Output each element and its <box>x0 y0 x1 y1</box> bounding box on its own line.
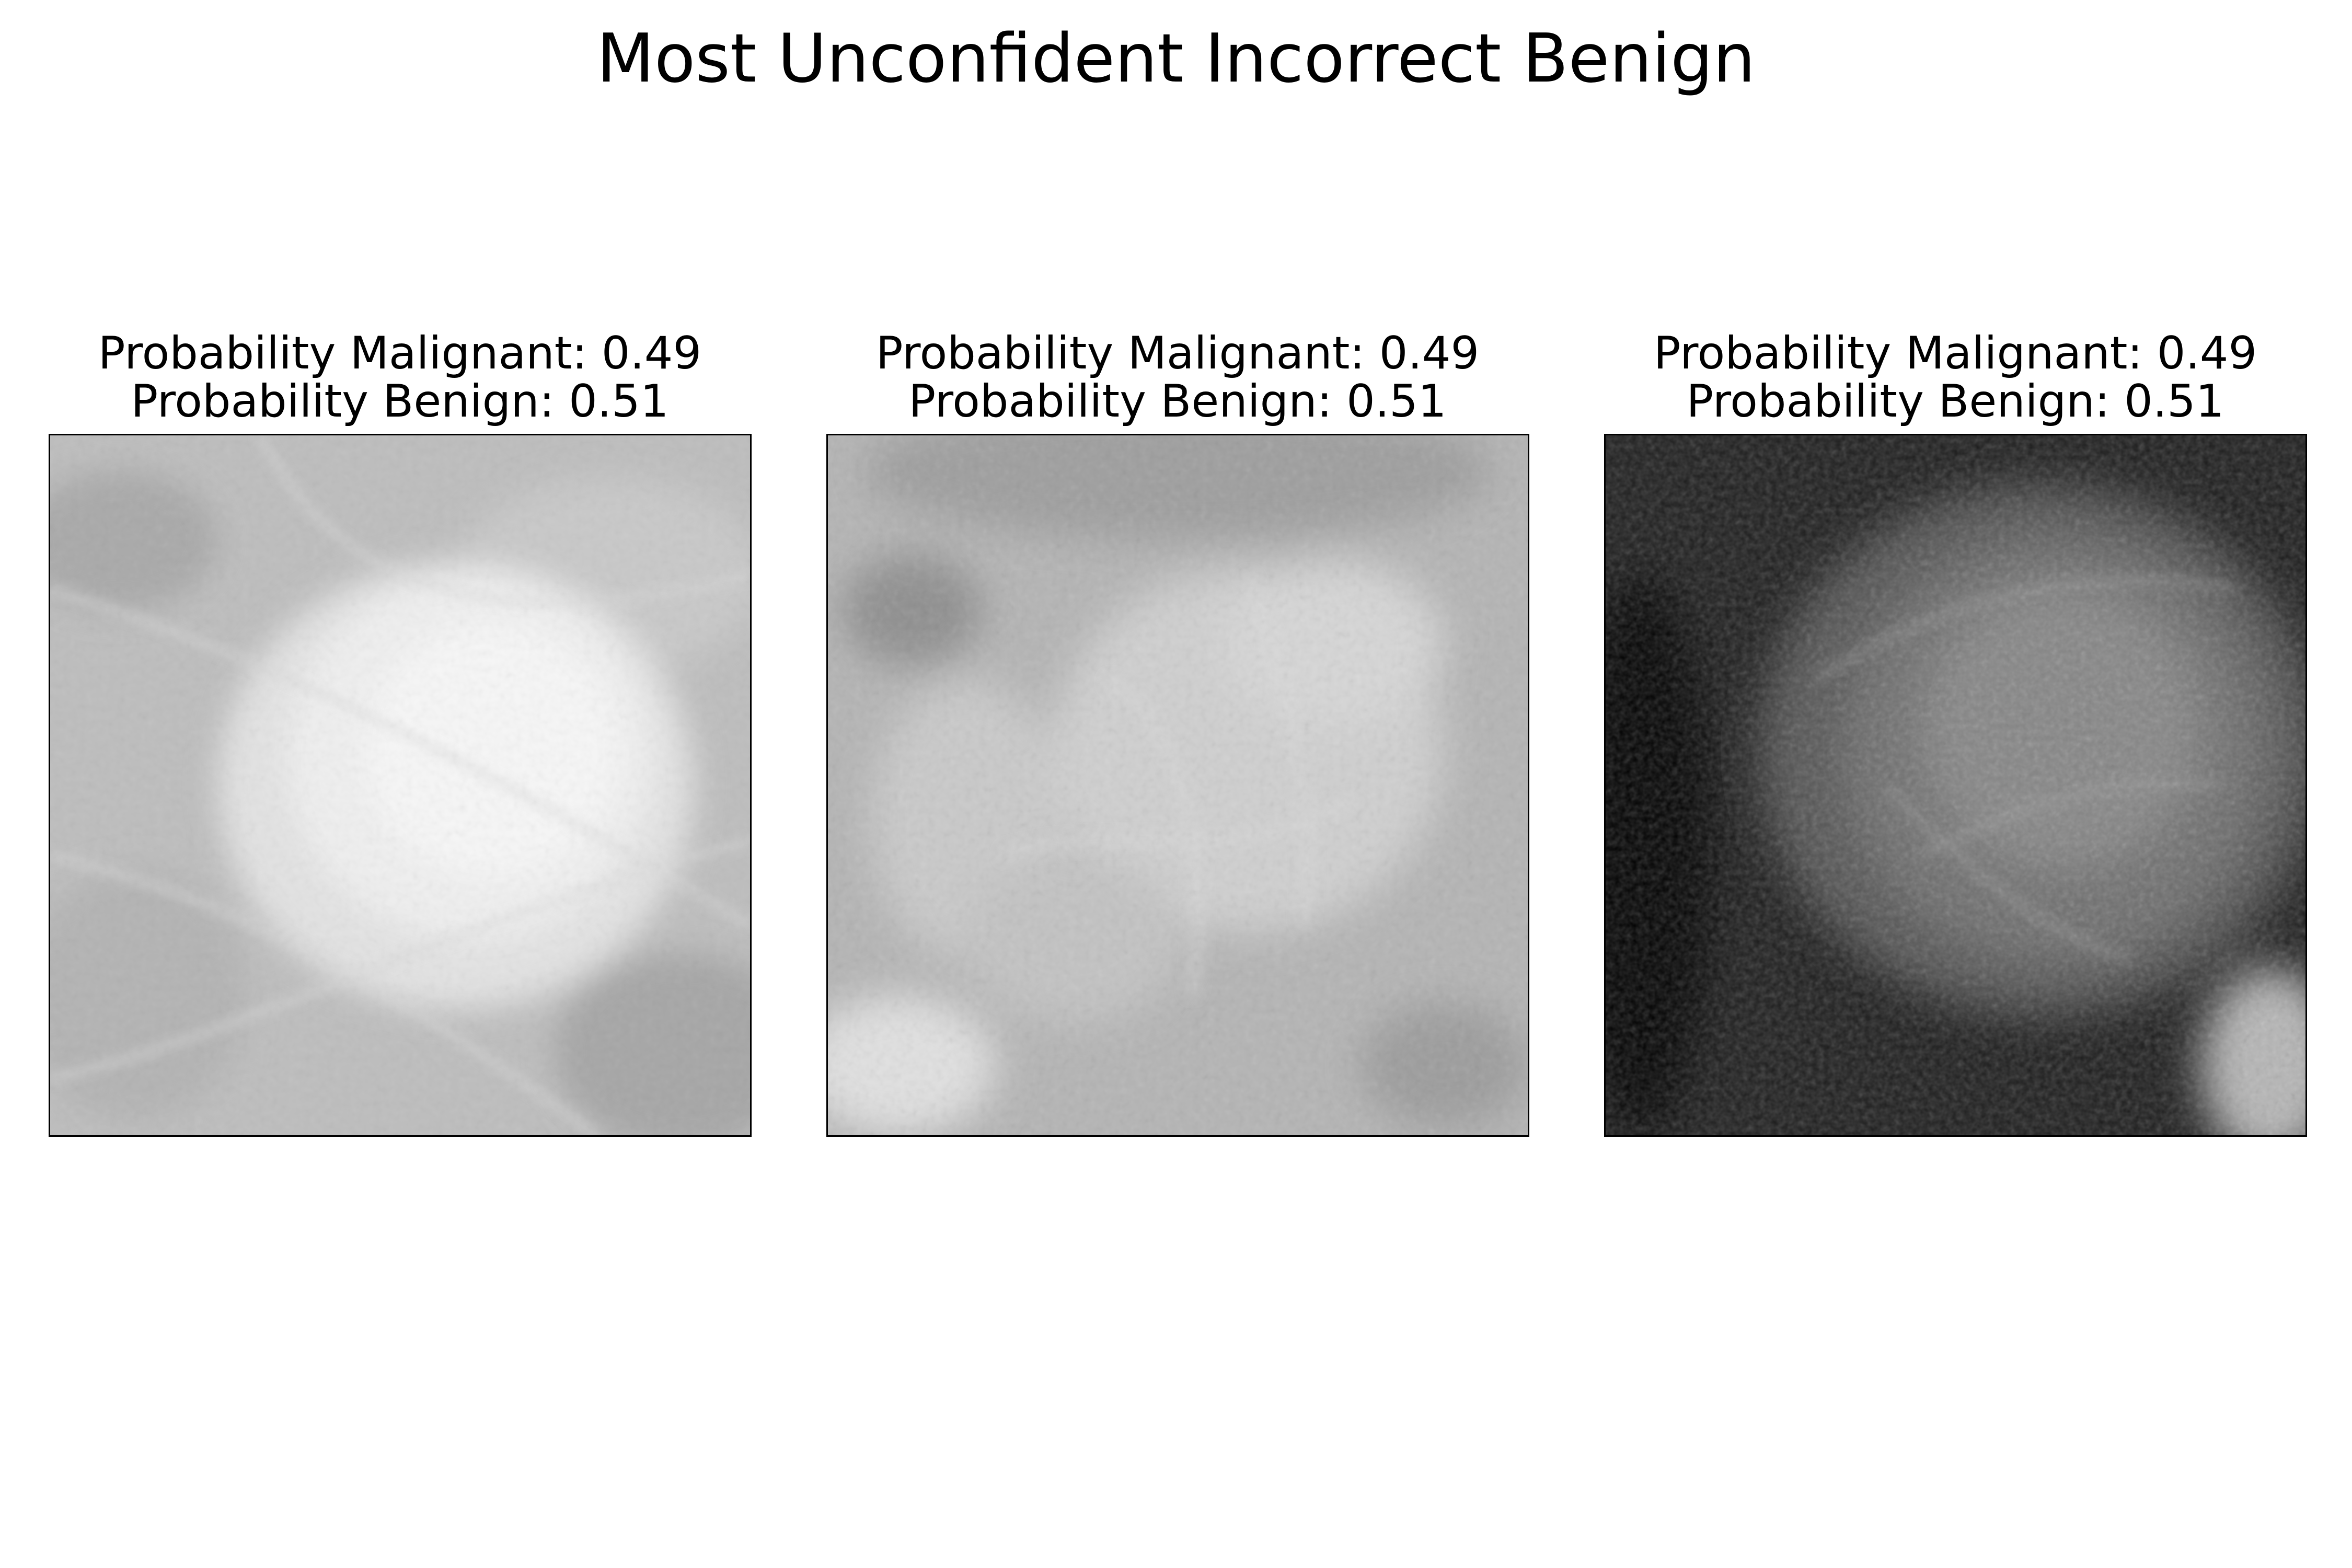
panel-3-caption: Probability Malignant: 0.49 Probability … <box>1602 329 2308 425</box>
panel-3-mammogram-image <box>1604 434 2307 1137</box>
panel-2-probability-malignant: Probability Malignant: 0.49 <box>875 327 1480 379</box>
panel-1-mammogram-image <box>49 434 752 1137</box>
panel-2-probability-benign: Probability Benign: 0.51 <box>908 375 1447 428</box>
panel-1-probability-benign: Probability Benign: 0.51 <box>131 375 669 428</box>
panel-2-mammogram-image <box>826 434 1529 1137</box>
figure-title: Most Unconfident Incorrect Benign <box>596 20 1756 98</box>
panel-1-caption: Probability Malignant: 0.49 Probability … <box>47 329 753 425</box>
panel-2-caption: Probability Malignant: 0.49 Probability … <box>825 329 1530 425</box>
panel-1-probability-malignant: Probability Malignant: 0.49 <box>98 327 702 379</box>
panel-3-probability-benign: Probability Benign: 0.51 <box>1686 375 2224 428</box>
panel-3-probability-malignant: Probability Malignant: 0.49 <box>1653 327 2257 379</box>
